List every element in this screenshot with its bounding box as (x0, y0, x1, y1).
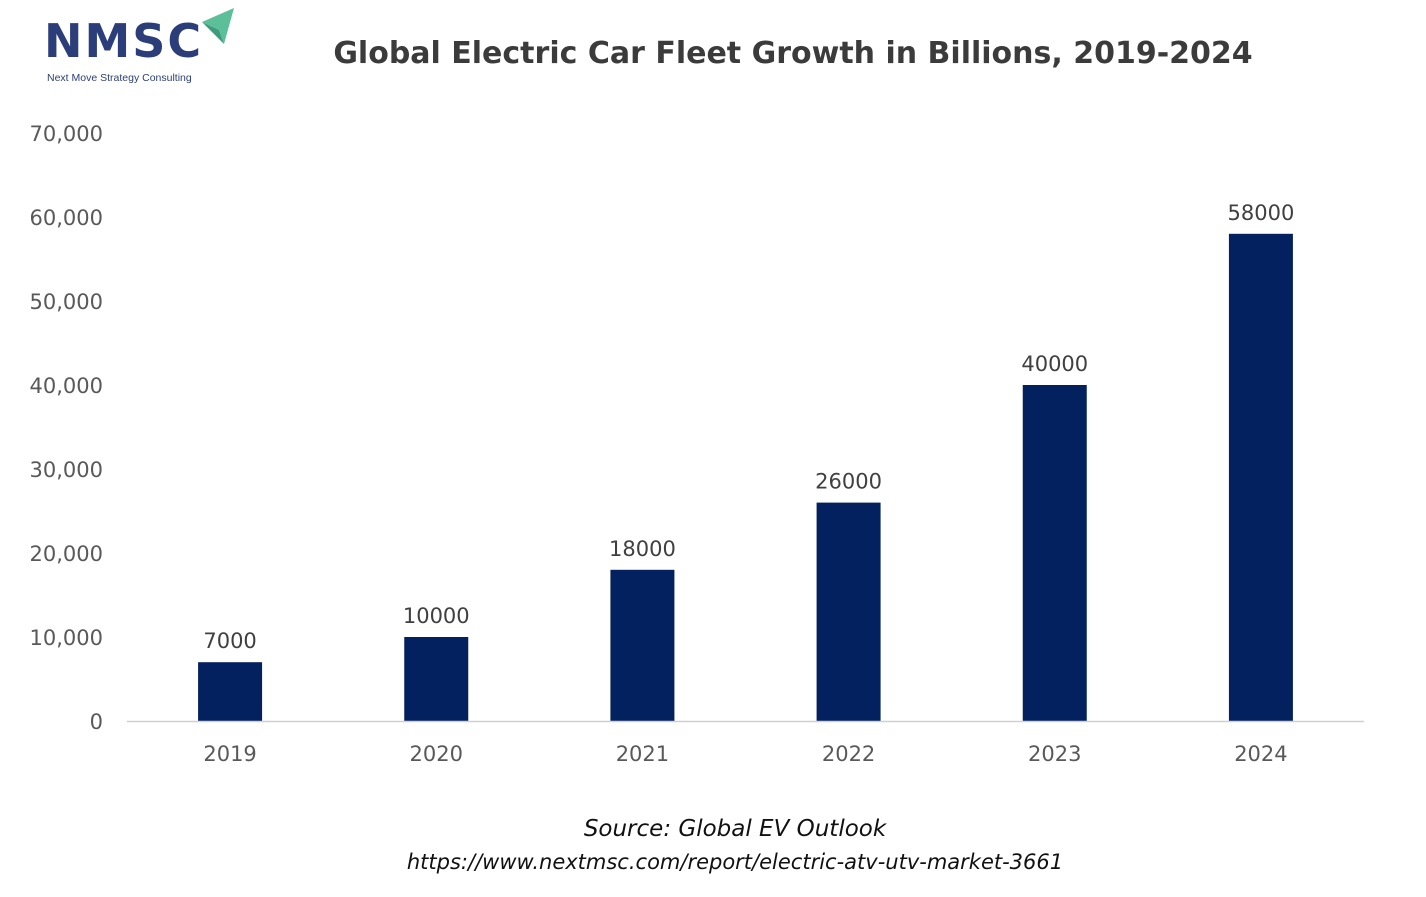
x-tick-label: 2024 (1234, 742, 1287, 766)
y-tick-label: 20,000 (30, 542, 103, 566)
bar (610, 569, 675, 721)
value-labels: 7000 10000 18000 26000 40000 58000 (203, 201, 1294, 653)
y-axis-labels: 0 10,000 20,000 30,000 40,000 50,000 60,000 70,… (30, 122, 103, 734)
logo-subtitle: Next Move Strategy Consulting (47, 72, 192, 84)
y-tick-label: 30,000 (30, 458, 103, 482)
data-label: 10000 (403, 604, 470, 628)
arrow-icon (202, 8, 234, 44)
y-tick-label: 10,000 (30, 626, 103, 650)
data-label: 7000 (203, 629, 256, 653)
chart-title: Global Electric Car Fleet Growth in Bill… (333, 36, 1253, 71)
data-label: 18000 (609, 537, 676, 561)
data-label: 58000 (1228, 201, 1295, 225)
bar (1022, 385, 1087, 721)
y-tick-label: 60,000 (30, 206, 103, 230)
y-tick-label: 70,000 (30, 122, 103, 146)
y-tick-label: 50,000 (30, 290, 103, 314)
logo: NMSC Next Move Strategy Consulting (44, 8, 244, 88)
y-tick-label: 0 (90, 710, 103, 734)
bar (1228, 233, 1293, 722)
bar (404, 637, 469, 721)
logo-text: NMSC (44, 14, 204, 68)
data-label: 26000 (815, 470, 882, 494)
bar (816, 502, 881, 721)
data-label: 40000 (1021, 352, 1088, 376)
bar (198, 662, 263, 721)
bars (198, 233, 1293, 722)
x-tick-label: 2021 (616, 742, 669, 766)
x-axis-labels: 2019 2020 2021 2022 2023 2024 (203, 742, 1287, 766)
source-text: Source: Global EV Outlook (583, 816, 887, 842)
x-tick-label: 2019 (203, 742, 256, 766)
x-tick-label: 2020 (410, 742, 463, 766)
source-url: https://www.nextmsc.com/report/electric-… (406, 850, 1064, 874)
y-tick-label: 40,000 (30, 374, 103, 398)
x-tick-label: 2022 (822, 742, 875, 766)
x-tick-label: 2023 (1028, 742, 1081, 766)
